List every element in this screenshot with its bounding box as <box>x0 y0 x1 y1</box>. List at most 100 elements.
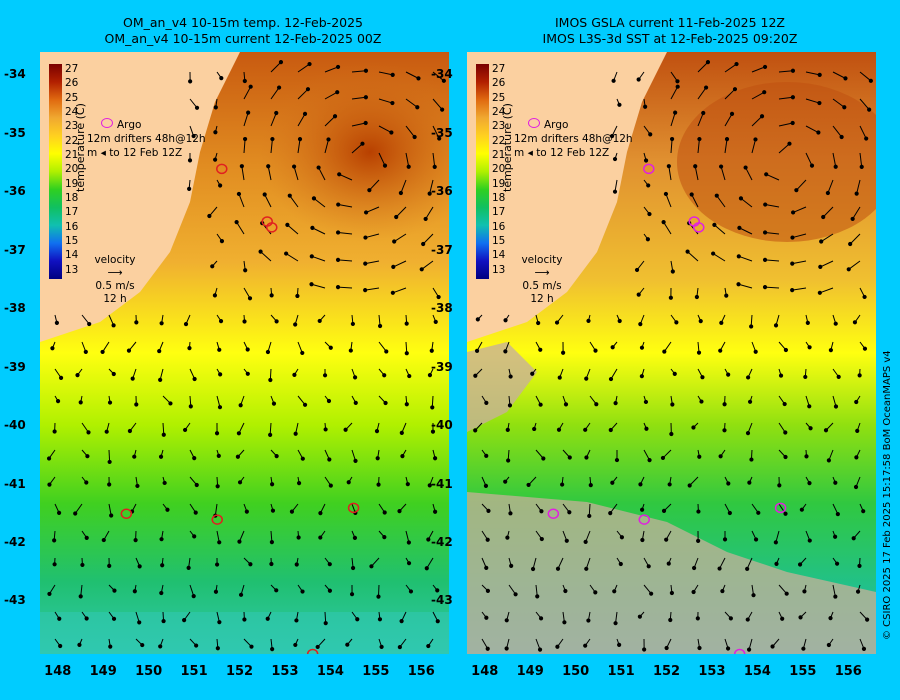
current-arrow-head <box>416 76 421 81</box>
current-arrow <box>859 152 863 167</box>
current-arrow-head <box>269 540 274 545</box>
argo-float-marker <box>306 648 319 654</box>
current-arrow-head <box>346 480 351 485</box>
current-arrow <box>339 173 353 181</box>
current-arrow-head <box>274 110 279 116</box>
current-arrow <box>712 253 726 262</box>
right-panel-title: IMOS GSLA current 11-Feb-2025 12Z IMOS L… <box>465 15 875 47</box>
current-arrow-head <box>836 374 841 379</box>
current-arrow-head <box>693 164 698 169</box>
current-arrow-head <box>685 249 690 254</box>
right-map-panel[interactable]: 27 26 25 24 23 22 21 20 19 18 17 16 15 14 13 temperatu… <box>467 52 876 654</box>
current-arrow-head <box>400 454 405 459</box>
current-arrow-head <box>736 282 741 287</box>
current-arrow-head <box>828 348 833 353</box>
current-arrow-head <box>675 84 680 89</box>
current-arrow-head <box>112 588 117 593</box>
current-arrow-head <box>213 105 218 110</box>
current-arrow-head <box>363 95 368 100</box>
latitude-tick-label: -39 <box>4 359 26 374</box>
current-arrow-head <box>861 509 866 514</box>
current-arrow-head <box>191 593 196 599</box>
current-arrow-head <box>367 188 372 193</box>
current-arrow-head <box>130 376 135 381</box>
current-arrow-head <box>614 457 620 463</box>
current-arrow-head <box>307 61 312 67</box>
current-arrow-head <box>790 95 795 100</box>
current-arrow-head <box>270 508 276 513</box>
current-arrow-head <box>419 267 424 272</box>
current-arrow-head <box>564 538 569 543</box>
current-arrow-head <box>734 61 739 67</box>
current-arrow-head <box>508 374 513 379</box>
current-arrow-head <box>268 377 273 383</box>
current-arrow-head <box>485 537 490 542</box>
current-arrow-head <box>854 399 859 405</box>
current-arrow <box>687 251 699 262</box>
current-arrow-head <box>797 562 803 567</box>
current-arrow <box>285 253 299 262</box>
current-arrows <box>46 60 446 652</box>
current-arrow-head <box>363 235 368 240</box>
current-arrow-head <box>157 348 162 354</box>
current-arrow-head <box>47 482 52 487</box>
current-arrow-head <box>182 427 188 433</box>
current-arrow-head <box>828 615 833 621</box>
current-arrow-head <box>780 616 785 621</box>
current-arrow-head <box>187 186 192 191</box>
current-arrow-head <box>850 216 855 222</box>
current-arrow-head <box>664 537 669 542</box>
current-arrow-head <box>738 196 744 201</box>
current-arrow-head <box>670 269 675 274</box>
argo-markers <box>547 163 787 654</box>
current-arrow <box>820 260 834 268</box>
current-arrow-head <box>437 136 442 141</box>
current-arrow-head <box>807 345 812 350</box>
current-arrow <box>670 86 679 100</box>
current-arrow-head <box>404 351 409 356</box>
current-arrow-head <box>541 456 546 461</box>
right-title-line1: IMOS GSLA current 11-Feb-2025 12Z <box>555 15 785 30</box>
longitude-tick-label: 152 <box>652 664 681 679</box>
current-arrow <box>694 166 699 181</box>
current-arrow <box>670 139 673 154</box>
current-arrow-head <box>649 591 654 596</box>
current-arrow-head <box>753 137 758 142</box>
current-arrow-head <box>376 482 381 487</box>
current-arrow <box>365 233 380 239</box>
current-arrow-head <box>436 294 441 300</box>
longitude-tick-label: 150 <box>562 664 590 679</box>
current-arrow-head <box>660 455 666 461</box>
current-arrow-head <box>506 458 511 463</box>
current-arrow-head <box>78 594 83 599</box>
current-arrow-head <box>773 323 779 328</box>
current-arrow <box>297 113 306 127</box>
current-arrow <box>670 112 676 127</box>
current-arrow-head <box>473 373 478 378</box>
current-arrow-head <box>55 399 61 404</box>
drifters-legend-time: to 12 Feb 12Z <box>536 147 610 159</box>
latitude-tick-label: -43 <box>4 593 26 608</box>
latitude-tick-label: -37 <box>431 242 453 257</box>
current-arrow-head <box>214 562 220 567</box>
current-arrow-head <box>666 561 671 566</box>
current-arrow-head <box>672 371 677 376</box>
current-arrow-head <box>784 591 789 596</box>
current-arrow-head <box>473 428 478 433</box>
current-arrow-head <box>84 616 89 621</box>
current-arrow-head <box>790 287 795 293</box>
current-arrow-head <box>406 561 412 566</box>
current-arrow-head <box>859 164 864 169</box>
current-arrow-head <box>697 645 702 651</box>
current-arrow-head <box>662 349 667 354</box>
left-map-panel[interactable]: 27 26 25 24 23 22 21 20 19 18 17 16 15 14 13 temperatu… <box>40 52 449 654</box>
drifters-legend-label: drifters 48h@12h <box>113 133 206 145</box>
current-arrow-head <box>763 202 768 207</box>
drifters-legend-m: m <box>514 147 525 159</box>
current-arrow-head <box>484 400 489 405</box>
current-arrow-head <box>323 621 328 626</box>
current-arrow <box>351 122 366 127</box>
current-arrow <box>324 139 329 154</box>
current-arrow-head <box>538 402 543 407</box>
current-arrow-head <box>670 402 675 407</box>
